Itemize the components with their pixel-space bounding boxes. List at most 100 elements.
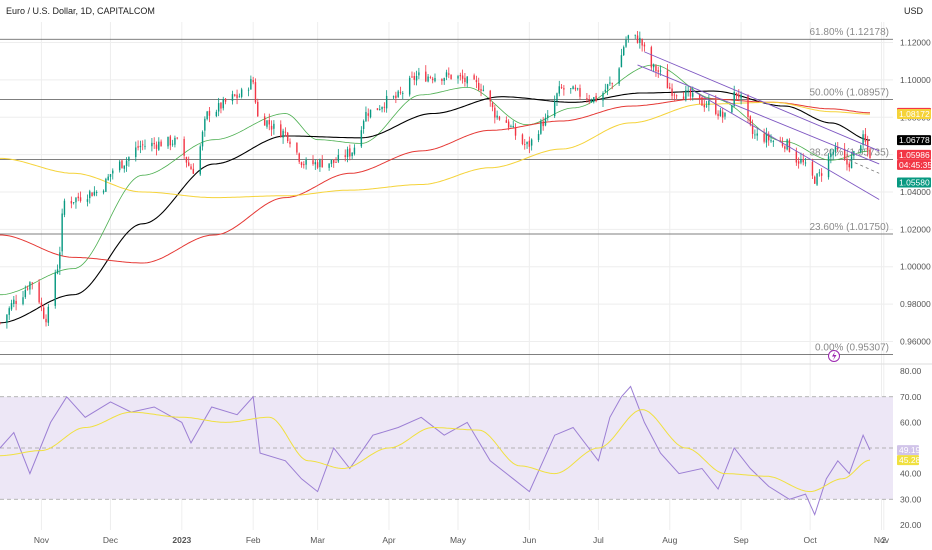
candle-body [169,136,172,146]
candle-body [721,111,724,118]
candle-body [15,300,17,304]
price-tags: 1.082361.081721.067781.0598604:45:351.05… [897,107,932,466]
candle-body [319,159,321,168]
candle-body [588,99,590,101]
candle-body [77,196,79,199]
candle-body [733,91,735,107]
rsi-tick-label: 20.00 [900,520,922,530]
x-tick-label: Jul [593,535,604,545]
candle-body [784,146,786,149]
candle-body [333,159,335,163]
candle-body [586,98,588,100]
candle-body [72,202,75,203]
candle-body [461,75,464,79]
candle-body [611,83,613,85]
candle-body [109,174,112,177]
candle-body [560,86,563,88]
candle-body [464,77,466,83]
candle-body [312,160,314,165]
candle-body [176,137,178,139]
candle-body [553,101,556,117]
flash-icon[interactable] [828,350,840,362]
candle-body [717,113,719,117]
candle-body [763,133,765,142]
candle-body [701,97,703,106]
candle-body [524,144,526,146]
candle-body [749,116,752,125]
candle-body [489,90,491,102]
candle-body [26,288,29,290]
candle-body [652,64,655,68]
sma_long-line [0,98,870,264]
candle-body [199,146,201,175]
moving-averages [0,64,871,324]
candle-body [795,151,798,163]
candle-body [183,139,185,156]
rsi-tick-label: 40.00 [900,469,922,479]
fib-retracement: 61.80% (1.12178) 50.00% (1.08957) 38.20% (… [0,27,893,355]
price-tag-label: 1.05986 [899,150,930,160]
candle-body [834,145,837,152]
candle-body [190,166,192,170]
candle-body [365,111,367,122]
x-tick-label: Nov [34,535,50,545]
candle-body [689,89,692,97]
candle-body [296,142,298,153]
candle-body [443,78,445,81]
channel-line [690,88,880,200]
y-tick-label: 0.96000 [900,336,931,346]
descending-channel[interactable] [637,51,880,200]
candle-body [206,111,208,120]
candle-body [473,75,475,80]
candle-body [643,44,646,47]
candle-body [634,34,636,36]
candle-body [335,162,337,163]
candle-body [381,107,383,110]
candle-body [284,131,287,133]
candle-body [24,289,27,298]
candle-body [43,307,45,319]
candle-body [574,87,577,90]
rsi-value-label: 45.28 [899,455,921,465]
rsi-value-tag [897,445,919,456]
candle-body [687,90,689,92]
price-tag-label: 1.06778 [899,135,930,145]
candle-body [298,153,300,162]
candle-body [830,153,832,158]
sma_mid-line [0,90,871,324]
candle-body [595,95,597,102]
candle-body [609,82,611,84]
candle-body [385,95,388,109]
rsi-pane [0,385,893,516]
candle-body [128,157,130,161]
candle-body [155,144,158,149]
price-tag [897,177,931,188]
candle-body [118,161,121,171]
x-tick-label: Nov [874,535,890,545]
candle-body [427,76,429,82]
candle-body [257,101,259,117]
candle-body [692,92,694,97]
candle-body [786,139,788,150]
candle-body [659,70,662,72]
candle-body [848,163,850,168]
candle-body [450,74,452,80]
x-tick-label: Jun [522,535,536,545]
candle-body [270,125,273,130]
candle-body [144,145,146,147]
candle-body [215,111,218,117]
candle-body [395,95,397,99]
candle-body [620,55,623,68]
candle-body [627,35,630,39]
candle-body [185,157,188,163]
candle-body [141,144,144,146]
candle-body [735,92,738,96]
price-tag [897,135,931,146]
y-tick-label: 1.04000 [900,187,931,197]
candle-body [673,94,676,96]
price-tag [897,159,931,170]
candle-body [121,160,123,169]
candle-body [415,76,418,81]
candle-body [280,124,282,138]
